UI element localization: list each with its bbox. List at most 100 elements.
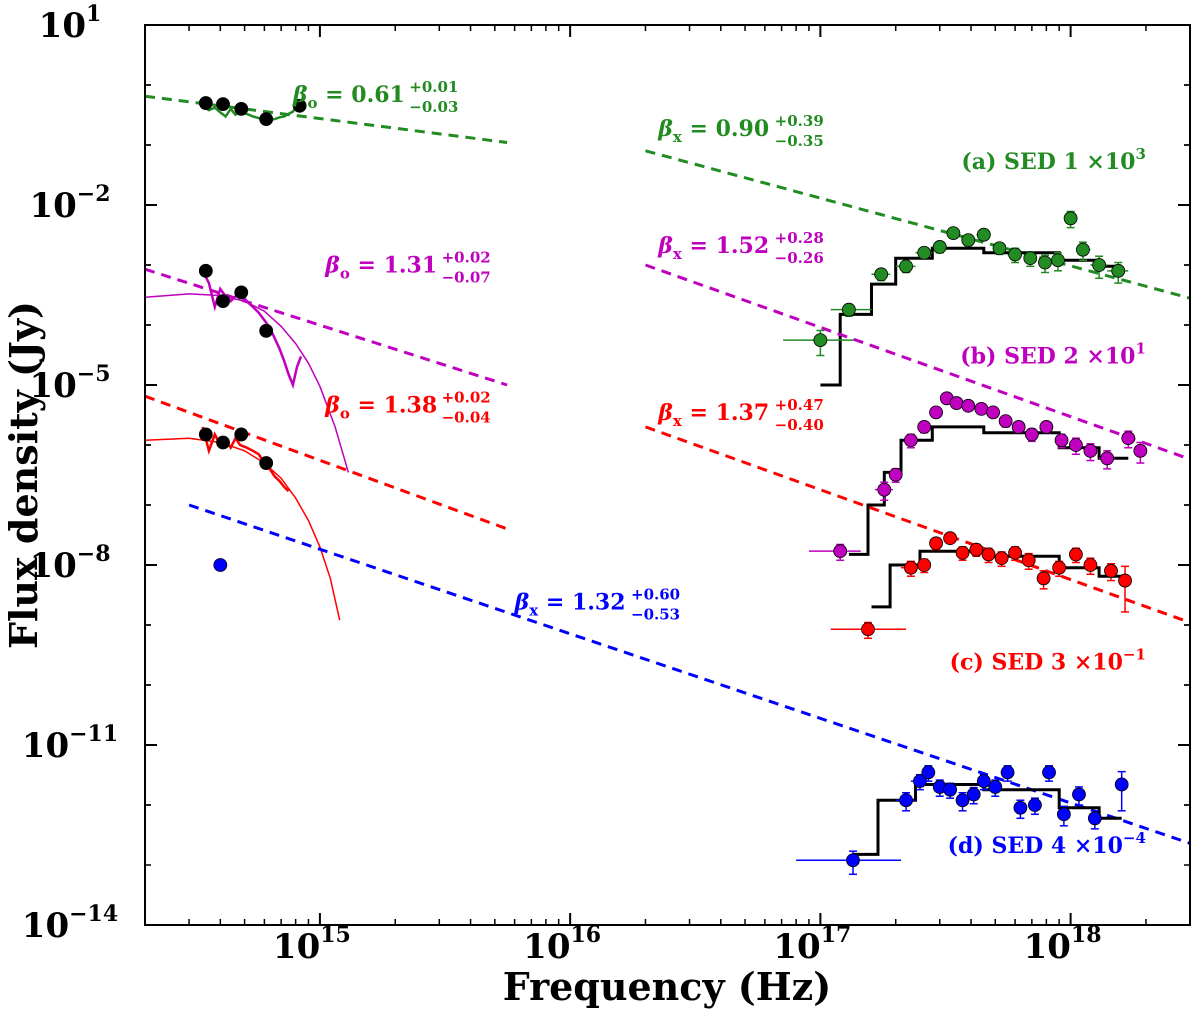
xray-data-point xyxy=(994,551,1009,566)
xray-data-point xyxy=(1063,211,1078,226)
y-tick-base: 10 xyxy=(22,906,69,946)
sed-label-text: (d) SED 4 ×10 xyxy=(948,833,1123,859)
y-tick-exponent: −11 xyxy=(69,721,118,747)
xray-data-point xyxy=(988,780,1003,794)
x-tick-label: 1015 xyxy=(273,922,351,967)
xray-data-point xyxy=(921,765,936,780)
sed-label-exponent: −1 xyxy=(1123,646,1146,664)
beta-subscript: o xyxy=(340,404,350,422)
beta-lower-error: −0.04 xyxy=(442,408,491,426)
beta-symbol: β xyxy=(514,590,530,616)
xray-data-point xyxy=(917,558,932,572)
optical-data-point xyxy=(292,98,307,113)
x-tick-label: 1016 xyxy=(523,922,601,967)
y-tick-label: 101 xyxy=(39,1,102,46)
xray-data-point xyxy=(1021,553,1036,568)
xray-data-point xyxy=(1013,800,1028,815)
y-tick-exponent: −5 xyxy=(77,361,111,387)
y-axis-label: Flux density (Jy) xyxy=(1,301,46,649)
beta-upper-error: +0.02 xyxy=(442,388,491,406)
beta_o-annotation: βo = 1.31 xyxy=(324,252,437,282)
y-tick-exponent: −14 xyxy=(69,901,118,927)
sed-label: (a) SED 1 ×103 xyxy=(961,145,1146,175)
x-tick-base: 10 xyxy=(273,927,320,967)
beta-lower-error: −0.07 xyxy=(442,268,491,286)
beta-value: = 1.31 xyxy=(350,252,437,278)
xray-data-point xyxy=(917,245,932,260)
xray-data-point xyxy=(974,401,989,416)
xray-data-point xyxy=(1100,451,1115,466)
x-axis-label: Frequency (Hz) xyxy=(503,964,831,1009)
y-tick-label: 10−2 xyxy=(29,181,110,226)
beta-upper-error: +0.01 xyxy=(409,78,458,96)
xray-data-point xyxy=(981,547,996,562)
x-tick-exponent: 18 xyxy=(1071,922,1102,948)
beta_o-annotation: βo = 1.38 xyxy=(324,392,437,422)
xray-data-point xyxy=(888,467,903,482)
xray-data-point xyxy=(1054,433,1069,448)
y-tick-base: 10 xyxy=(29,546,76,586)
x-tick-label: 1017 xyxy=(773,922,851,967)
y-tick-base: 10 xyxy=(39,6,86,46)
xray-data-point xyxy=(955,793,970,808)
sed-label-text: (c) SED 3 ×10 xyxy=(950,650,1123,676)
optical-powerlaw-line xyxy=(144,267,508,387)
beta_x-annotation: βx = 1.32 xyxy=(514,590,626,620)
beta-upper-error: +0.02 xyxy=(442,248,491,266)
beta-upper-error: +0.28 xyxy=(775,229,824,247)
y-tick-exponent: 1 xyxy=(86,1,101,27)
series-2 xyxy=(144,263,1191,561)
beta-symbol: β xyxy=(324,392,340,418)
beta_x-annotation: βx = 1.37 xyxy=(657,400,769,430)
xray-data-point xyxy=(932,240,947,254)
x-tick-exponent: 17 xyxy=(821,922,852,948)
xray-data-point xyxy=(955,545,970,560)
xray-data-point xyxy=(1133,443,1148,458)
xray-powerlaw-line xyxy=(644,425,1191,624)
beta-lower-error: −0.26 xyxy=(775,249,824,267)
optical-data-point xyxy=(198,263,213,278)
optical-fit-curve xyxy=(144,437,341,621)
tick-layer: 1015 1016 1017 101810110−210−510−810−1110−1… xyxy=(22,1,1191,967)
beta-upper-error: +0.39 xyxy=(775,112,824,130)
xray-data-point xyxy=(976,774,991,789)
x-tick-base: 10 xyxy=(523,927,570,967)
xray-data-point xyxy=(961,398,976,413)
xray-data-point xyxy=(1038,255,1052,270)
beta-subscript: x xyxy=(673,245,683,263)
xray-data-point xyxy=(961,233,976,248)
xray-data-point xyxy=(943,531,958,546)
beta-subscript: x xyxy=(673,412,683,430)
optical-data-point xyxy=(216,294,230,309)
xray-data-point xyxy=(899,259,913,274)
beta-subscript: x xyxy=(673,128,683,146)
xray-data-point xyxy=(946,226,961,241)
beta-value: = 1.52 xyxy=(682,233,769,259)
beta_x-annotation: βx = 1.52 xyxy=(657,233,769,263)
x-tick-exponent: 16 xyxy=(570,922,601,948)
beta-value: = 1.37 xyxy=(682,400,769,426)
x-tick-base: 10 xyxy=(773,927,820,967)
beta_x-annotation: βx = 0.90 xyxy=(657,116,769,146)
xray-data-point xyxy=(1083,558,1098,572)
xray-data-point xyxy=(929,536,943,551)
sed-label-exponent: −4 xyxy=(1123,829,1146,847)
optical-powerlaw-line xyxy=(144,394,508,531)
y-tick-label: 10−5 xyxy=(29,361,110,406)
xray-data-point xyxy=(1118,573,1132,588)
sed-label: (b) SED 2 ×101 xyxy=(960,339,1146,369)
y-tick-base: 10 xyxy=(22,726,69,766)
xray-data-point xyxy=(1121,431,1136,446)
xray-data-point xyxy=(969,542,984,557)
y-tick-exponent: −8 xyxy=(77,541,111,567)
x-tick-label: 1018 xyxy=(1024,922,1102,967)
beta-symbol: β xyxy=(657,233,673,259)
xray-data-point xyxy=(1011,420,1026,434)
beta-value: = 0.61 xyxy=(318,82,405,108)
sed-label-exponent: 1 xyxy=(1135,339,1145,357)
series-3 xyxy=(144,394,1191,640)
beta-symbol: β xyxy=(657,400,673,426)
beta-value: = 0.90 xyxy=(682,116,769,142)
